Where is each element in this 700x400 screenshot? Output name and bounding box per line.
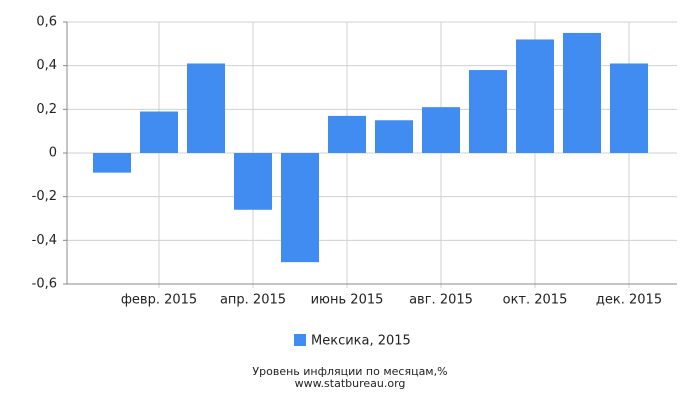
x-tick-label: дек. 2015 [596, 293, 662, 308]
x-tick-label: апр. 2015 [220, 293, 286, 308]
legend-swatch [294, 334, 306, 346]
bar [516, 39, 554, 153]
source: www.statbureau.org [295, 377, 406, 390]
y-tick-label: 0,6 [36, 15, 57, 30]
x-tick-label: авг. 2015 [409, 293, 473, 308]
x-tick-label: февр. 2015 [121, 293, 197, 308]
bar [422, 107, 460, 153]
y-tick-label: 0,2 [36, 102, 57, 117]
bar [187, 63, 225, 153]
bar [328, 115, 366, 153]
y-tick-label: -0,6 [32, 277, 57, 292]
bar [281, 153, 319, 263]
x-tick-label: июнь 2015 [311, 293, 384, 308]
caption: Уровень инфляции по месяцам,% [252, 365, 447, 378]
y-tick-label: -0,4 [32, 233, 57, 248]
bar [234, 153, 272, 210]
bar [140, 111, 178, 153]
bar [563, 32, 601, 153]
bar [610, 63, 648, 153]
bar [375, 120, 413, 153]
y-tick-label: 0,4 [36, 58, 57, 73]
x-tick-label: окт. 2015 [503, 293, 568, 308]
y-tick-label: 0 [49, 146, 57, 161]
bar [93, 153, 131, 173]
legend-label: Мексика, 2015 [311, 334, 411, 349]
y-tick-label: -0,2 [32, 189, 57, 204]
bar [469, 70, 507, 153]
